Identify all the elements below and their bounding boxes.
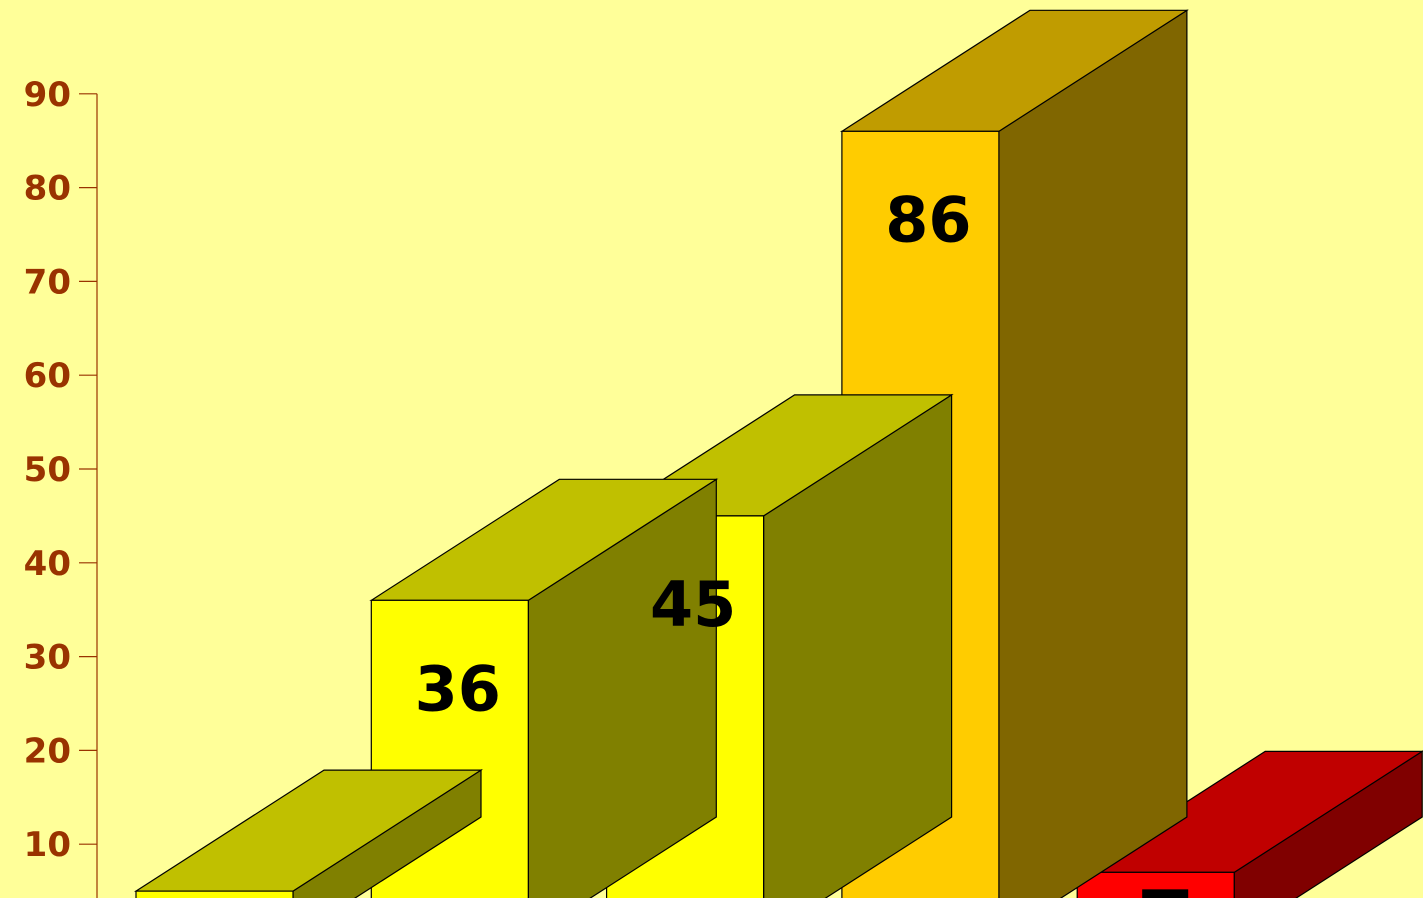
bar-front-face <box>135 890 294 898</box>
bar-data-label: 45 <box>650 568 736 641</box>
bar-side-face <box>998 9 1188 898</box>
y-tick-label: 40 <box>24 544 71 584</box>
y-tick-label: 70 <box>24 262 71 302</box>
bar-0 <box>133 769 484 898</box>
bars-group <box>133 9 1423 898</box>
data-labels-group: 36 45 86 <box>415 183 1189 898</box>
y-tick-label: 20 <box>24 731 71 771</box>
y-tick-label: 10 <box>24 825 71 865</box>
bar-data-label: 86 <box>885 183 971 256</box>
y-tick-label: 60 <box>24 356 71 396</box>
bar-data-label: 36 <box>415 652 501 725</box>
y-tick-label: 80 <box>24 169 71 209</box>
bar-label-fragment <box>1142 889 1189 898</box>
y-tick-label: 30 <box>24 638 71 678</box>
y-tick-label: 90 <box>24 75 71 115</box>
y-tick-label: 50 <box>24 450 71 490</box>
bar-1 <box>369 478 719 898</box>
y-axis: 10 20 30 40 50 60 70 80 90 <box>24 75 98 898</box>
